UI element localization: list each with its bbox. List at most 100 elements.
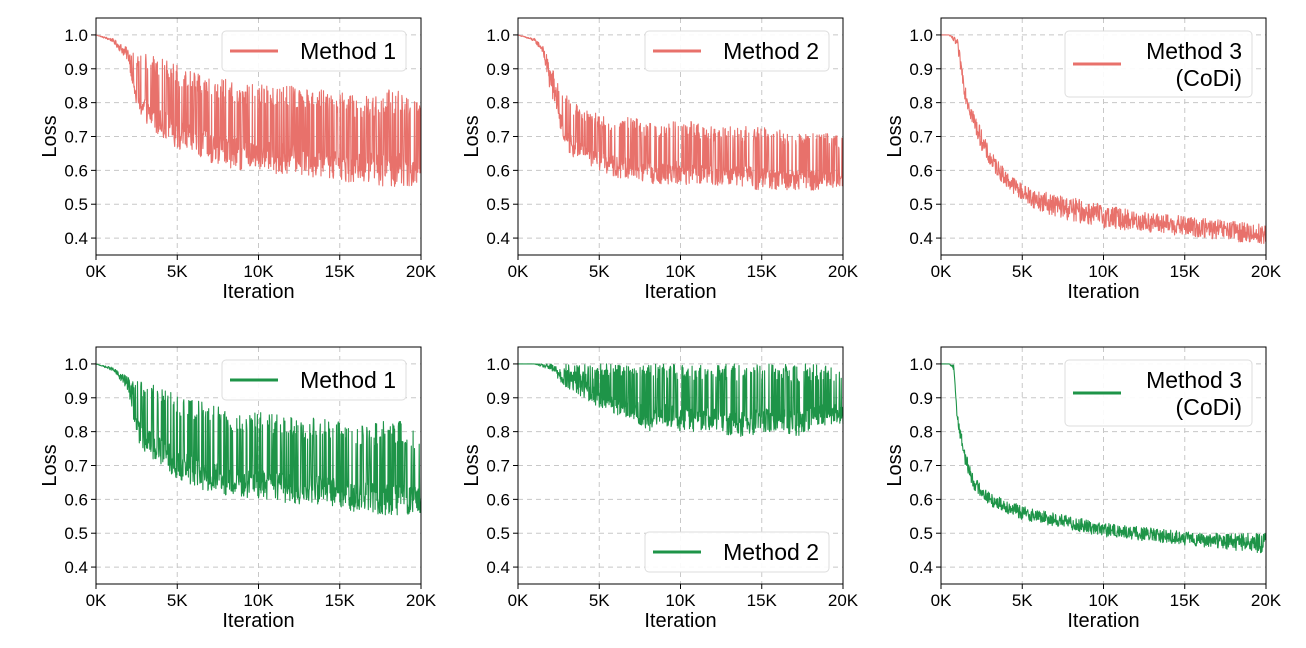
y-tick-label: 0.4	[909, 229, 933, 248]
y-tick-label: 1.0	[64, 26, 88, 45]
x-axis-title: Iteration	[222, 281, 294, 303]
legend: Method 1	[221, 359, 407, 401]
legend-label: Method 2	[723, 38, 819, 64]
y-tick-label: 0.9	[909, 60, 933, 79]
x-tick-label: 0K	[86, 591, 107, 610]
y-tick-label: 0.7	[909, 128, 933, 147]
legend-box	[221, 359, 407, 401]
legend: Method 3 (CoDi)	[1064, 359, 1253, 427]
x-tick-label: 0K	[508, 262, 529, 281]
y-axis-title: Loss	[461, 115, 483, 157]
x-axis-title: Iteration	[1067, 610, 1139, 632]
x-tick-label: 10K	[665, 591, 696, 610]
y-tick-label: 0.8	[64, 423, 88, 442]
x-tick-label: 15K	[1170, 262, 1201, 281]
x-axis-title: Iteration	[222, 610, 294, 632]
x-tick-label: 5K	[167, 591, 188, 610]
y-tick-label: 0.7	[486, 457, 510, 476]
legend-box	[644, 531, 830, 573]
y-tick-label: 1.0	[64, 355, 88, 374]
y-tick-label: 0.8	[486, 94, 510, 113]
legend: Method 2	[644, 30, 830, 72]
y-tick-label: 0.9	[64, 60, 88, 79]
x-tick-label: 10K	[243, 591, 274, 610]
legend-box	[1064, 359, 1253, 427]
y-tick-label: 0.6	[64, 161, 88, 180]
legend-label: Method 2	[723, 539, 819, 565]
series-line-green	[95, 363, 422, 516]
legend-box	[1064, 30, 1253, 98]
y-tick-label: 0.4	[64, 229, 88, 248]
chart-panel-1: 0K 5K 10K 15K 20K 0.4 0.5 0.6 0.7 0.8 0.9 1.0 Iterat…	[39, 17, 437, 303]
x-tick-label: 20K	[1251, 262, 1282, 281]
y-tick-label: 0.4	[909, 558, 933, 577]
series-line-red	[517, 34, 844, 191]
y-axis-title: Loss	[884, 115, 906, 157]
y-tick-label: 1.0	[486, 26, 510, 45]
y-axis-title: Loss	[39, 444, 61, 486]
x-tick-label: 20K	[406, 262, 437, 281]
y-tick-label: 0.9	[486, 389, 510, 408]
x-tick-label: 5K	[167, 262, 188, 281]
y-tick-label: 0.6	[486, 161, 510, 180]
y-tick-label: 0.5	[486, 195, 510, 214]
x-tick-label: 10K	[1088, 591, 1119, 610]
x-tick-label: 20K	[1251, 591, 1282, 610]
x-axis-title: Iteration	[644, 610, 716, 632]
legend: Method 2	[644, 531, 830, 573]
y-tick-label: 0.5	[64, 195, 88, 214]
x-tick-label: 10K	[243, 262, 274, 281]
y-tick-label: 0.8	[909, 94, 933, 113]
x-tick-label: 10K	[665, 262, 696, 281]
x-tick-label: 15K	[747, 262, 778, 281]
y-tick-label: 0.5	[909, 195, 933, 214]
x-tick-label: 15K	[747, 591, 778, 610]
x-tick-label: 15K	[325, 262, 356, 281]
x-tick-label: 20K	[406, 591, 437, 610]
y-tick-label: 0.6	[909, 490, 933, 509]
y-tick-label: 0.6	[64, 490, 88, 509]
x-tick-label: 0K	[86, 262, 107, 281]
series-line-red	[940, 34, 1267, 244]
y-tick-label: 0.4	[486, 229, 510, 248]
y-tick-label: 0.9	[909, 389, 933, 408]
legend-label: Method 3 (CoDi)	[1146, 38, 1242, 91]
x-tick-label: 5K	[1012, 591, 1033, 610]
legend-box	[221, 30, 407, 72]
chart-panel-4: 0K 5K 10K 15K 20K 0.4 0.5 0.6 0.7 0.8 0.9 1.0 Iterat…	[39, 346, 437, 632]
x-axis-title: Iteration	[644, 281, 716, 303]
y-axis-title: Loss	[39, 115, 61, 157]
y-tick-label: 0.5	[486, 524, 510, 543]
y-tick-label: 0.7	[909, 457, 933, 476]
chart-panel-5: 0K 5K 10K 15K 20K 0.4 0.5 0.6 0.7 0.8 0.9 1.0 Iterat…	[461, 346, 859, 632]
y-tick-label: 0.7	[64, 128, 88, 147]
legend-label: Method 3 (CoDi)	[1146, 367, 1242, 420]
legend-label: Method 1	[300, 38, 396, 64]
y-tick-label: 0.8	[64, 94, 88, 113]
y-tick-label: 0.5	[64, 524, 88, 543]
series-line-red	[95, 34, 422, 187]
y-tick-label: 0.6	[486, 490, 510, 509]
legend-label: Method 1	[300, 367, 396, 393]
y-axis-title: Loss	[461, 444, 483, 486]
legend: Method 3 (CoDi)	[1064, 30, 1253, 98]
legend-box	[644, 30, 830, 72]
series-line-green	[940, 363, 1267, 554]
x-tick-label: 5K	[589, 591, 610, 610]
y-tick-label: 0.7	[486, 128, 510, 147]
y-tick-label: 0.9	[64, 389, 88, 408]
y-tick-label: 1.0	[909, 26, 933, 45]
chart-panel-2: 0K 5K 10K 15K 20K 0.4 0.5 0.6 0.7 0.8 0.9 1.0 Iterat…	[461, 17, 859, 303]
x-tick-label: 0K	[931, 591, 952, 610]
y-tick-label: 0.9	[486, 60, 510, 79]
y-tick-label: 0.8	[486, 423, 510, 442]
chart-panel-6: 0K 5K 10K 15K 20K 0.4 0.5 0.6 0.7 0.8 0.9 1.0 Iterat…	[884, 346, 1282, 632]
x-tick-label: 20K	[828, 262, 859, 281]
y-tick-label: 0.5	[909, 524, 933, 543]
x-tick-label: 15K	[325, 591, 356, 610]
series-line-green	[517, 363, 844, 437]
x-tick-label: 15K	[1170, 591, 1201, 610]
y-tick-label: 0.6	[909, 161, 933, 180]
chart-panel-3: 0K 5K 10K 15K 20K 0.4 0.5 0.6 0.7 0.8 0.9 1.0 Iterat…	[884, 17, 1282, 303]
